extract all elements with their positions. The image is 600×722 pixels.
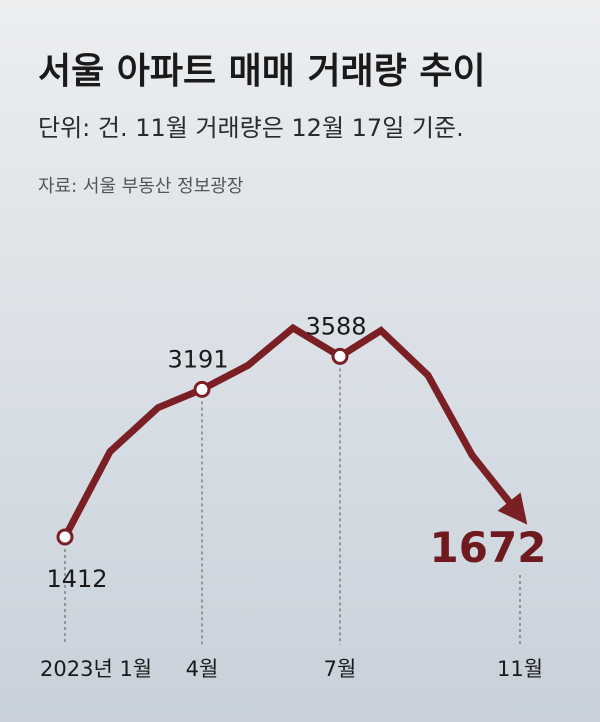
value-label: 1412: [46, 565, 107, 593]
point-marker: [331, 347, 349, 365]
x-tick-label: 7월: [324, 657, 357, 681]
chart-subtitle: 단위: 건. 11월 거래량은 12월 17일 기준.: [38, 114, 464, 142]
value-label: 3191: [167, 345, 228, 373]
x-tick-label: 2023년 1월: [40, 657, 152, 681]
data-line: [61, 323, 528, 539]
point-marker: [56, 528, 74, 546]
value-label: 3588: [305, 312, 366, 340]
source-note: 자료: 서울 부동산 정보광장: [38, 176, 243, 197]
x-tick-label: 4월: [186, 657, 219, 681]
x-tick-label: 11월: [497, 657, 543, 681]
value-label: 1672: [430, 523, 547, 572]
point-marker: [193, 380, 211, 398]
chart-title: 서울 아파트 매매 거래량 추이: [38, 51, 486, 92]
